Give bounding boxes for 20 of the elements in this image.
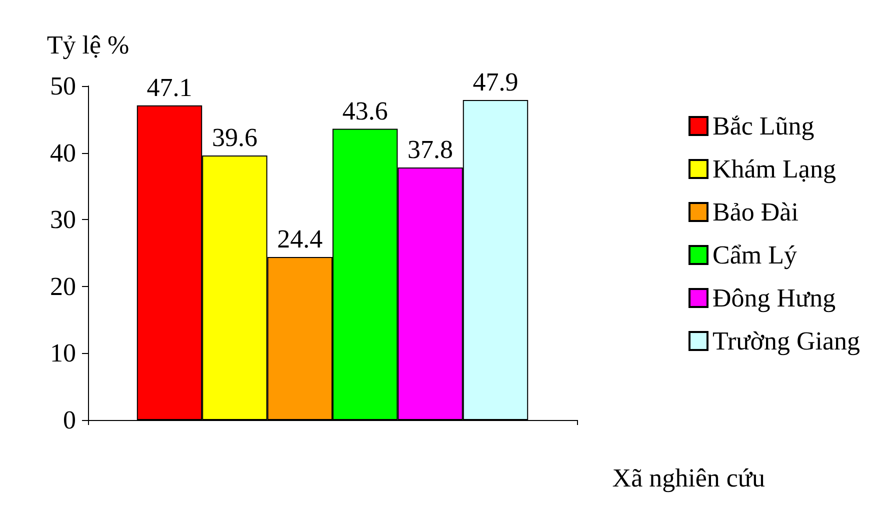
legend-label: Cẩm Lý	[712, 240, 797, 270]
data-label: 43.6	[342, 96, 388, 126]
legend-label: Bảo Đài	[712, 198, 798, 226]
x-axis-title: Xã nghiên cứu	[612, 464, 766, 492]
y-tick-label: 10	[50, 338, 76, 368]
legend-label: Đông Hưng	[712, 284, 836, 312]
y-tick-label: 0	[63, 406, 76, 434]
y-tick-label: 20	[50, 272, 76, 301]
legend-label: Trường Giang	[712, 326, 860, 356]
data-label: 24.4	[277, 224, 323, 254]
data-label: 47.9	[472, 68, 518, 97]
y-tick-label: 30	[50, 205, 76, 234]
legend-label: Khám Lạng	[712, 154, 836, 184]
data-label: 39.6	[212, 122, 258, 152]
y-tick-label: 50	[50, 72, 76, 100]
y-tick-label: 40	[50, 138, 76, 168]
legend-label: Bắc Lũng	[712, 112, 814, 140]
data-label: 47.1	[146, 72, 192, 102]
data-label: 37.8	[408, 134, 454, 164]
y-axis-title: Tỷ lệ %	[46, 30, 130, 60]
